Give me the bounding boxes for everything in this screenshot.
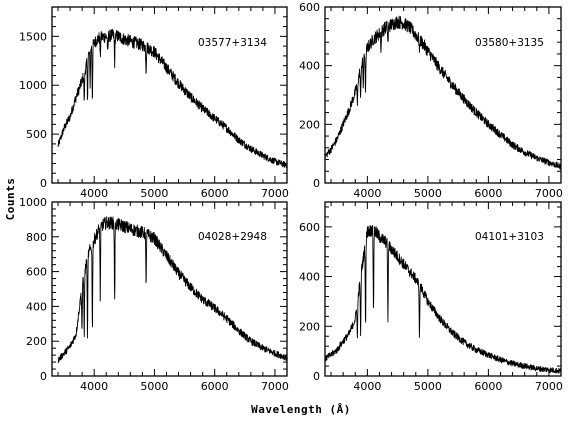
spectrum-panel-2: 4000 5000 6000 7000 0 200 400 600 03580+3135 <box>299 1 563 200</box>
y-axis-label: Counts <box>4 178 17 221</box>
spectrum-panel-4: 4000 5000 6000 7000 0 200 400 600 04101+3103 <box>299 201 563 393</box>
x-tick-label: 4000 <box>353 380 381 393</box>
x-tick-label: 4000 <box>80 187 108 200</box>
y-tick-label: 0 <box>40 370 47 383</box>
x-tick-label: 6000 <box>474 380 502 393</box>
y-tick-label: 200 <box>299 320 320 333</box>
y-tick-label: 600 <box>299 1 320 14</box>
y-tick-label: 0 <box>313 370 320 383</box>
spectrum-line <box>57 216 288 364</box>
x-tick-label: 6000 <box>201 187 229 200</box>
y-tick-label: 800 <box>26 231 47 244</box>
x-tick-label: 5000 <box>414 380 442 393</box>
y-tick-label: 200 <box>26 335 47 348</box>
spectrum-line <box>57 28 288 169</box>
x-tick-label: 7000 <box>261 380 289 393</box>
y-tick-label: 1000 <box>19 196 47 209</box>
x-tick-label: 7000 <box>535 380 563 393</box>
x-tick-label: 5000 <box>140 380 168 393</box>
y-tick-label: 400 <box>26 300 47 313</box>
x-tick-label: 5000 <box>414 187 442 200</box>
y-tick-label: 600 <box>299 221 320 234</box>
y-tick-label: 0 <box>40 177 47 190</box>
panel-title: 04101+3103 <box>475 231 544 243</box>
panel-title: 03577+3134 <box>198 37 267 49</box>
x-tick-label: 5000 <box>140 187 168 200</box>
y-tick-label: 1000 <box>19 79 47 92</box>
y-tick-label: 400 <box>299 271 320 284</box>
panel-frame <box>324 201 562 377</box>
x-tick-label: 7000 <box>535 187 563 200</box>
y-tick-label: 200 <box>299 118 320 131</box>
spectrum-line <box>324 224 562 374</box>
y-tick-label: 600 <box>26 266 47 279</box>
panel-title: 04028+2948 <box>198 231 267 243</box>
panel-title: 03580+3135 <box>475 37 544 49</box>
panel-frame <box>324 6 562 184</box>
x-tick-label: 4000 <box>353 187 381 200</box>
y-tick-label: 500 <box>26 128 47 141</box>
spectrum-line <box>324 15 562 170</box>
x-tick-label: 7000 <box>261 187 289 200</box>
x-tick-label: 6000 <box>201 380 229 393</box>
y-tick-label: 0 <box>313 177 320 190</box>
panel-frame <box>51 201 288 377</box>
spectrum-panel-3: 4000 5000 6000 7000 0 200 400 600 800 1000 04028+2… <box>19 196 289 393</box>
spectrum-panel-1: 4000 5000 6000 7000 0 500 1000 1500 03577+3134 <box>19 6 289 200</box>
x-tick-label: 4000 <box>80 380 108 393</box>
x-tick-label: 6000 <box>474 187 502 200</box>
y-tick-label: 400 <box>299 60 320 73</box>
x-axis-label: Wavelength (Å) <box>251 403 351 416</box>
y-tick-label: 1500 <box>19 30 47 43</box>
